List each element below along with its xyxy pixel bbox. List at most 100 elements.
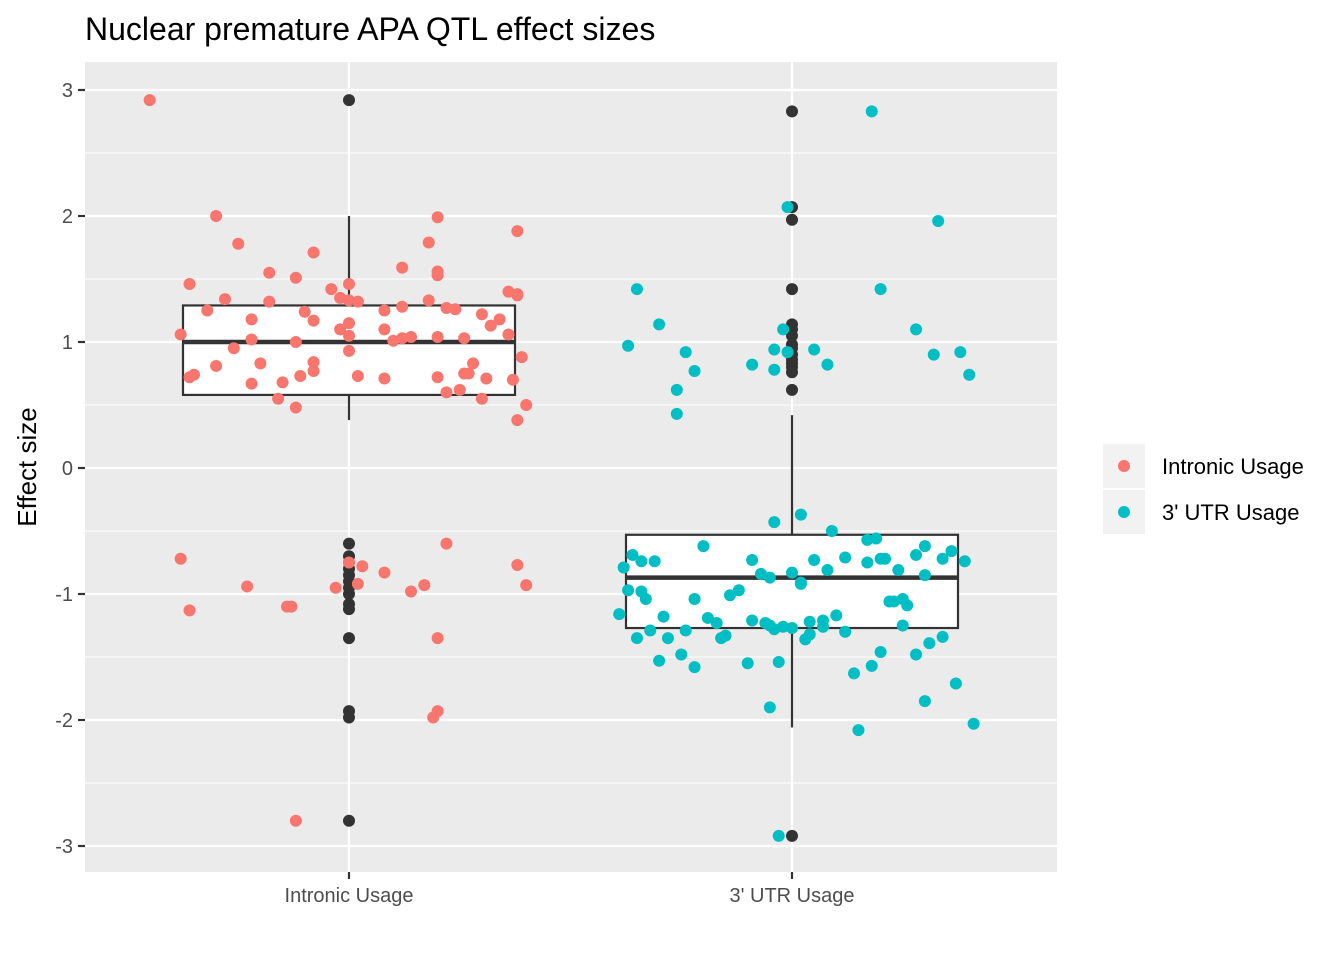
data-point xyxy=(768,343,781,356)
x-tick-label: 3' UTR Usage xyxy=(730,885,855,907)
data-point xyxy=(475,308,488,321)
y-axis: -3 -2 -1 0 1 2 3 xyxy=(55,80,85,858)
data-point xyxy=(232,237,245,250)
y-tick-label: -1 xyxy=(55,584,73,606)
data-point xyxy=(418,579,431,592)
data-point xyxy=(697,540,710,553)
data-point xyxy=(732,584,745,597)
data-point xyxy=(741,657,754,670)
data-point xyxy=(963,368,976,381)
data-point xyxy=(932,215,945,228)
data-point xyxy=(343,329,355,342)
data-point xyxy=(670,407,683,420)
data-point xyxy=(635,555,648,568)
data-point xyxy=(351,295,364,308)
data-point xyxy=(670,383,683,396)
data-point xyxy=(657,610,670,623)
data-point xyxy=(852,724,865,737)
y-tick-label: 2 xyxy=(62,206,73,228)
chart-title: Nuclear premature APA QTL effect sizes xyxy=(85,11,655,47)
data-point xyxy=(396,300,409,313)
box-outlier xyxy=(343,814,355,827)
data-point xyxy=(786,622,798,635)
data-point xyxy=(449,303,462,316)
data-point xyxy=(763,701,776,714)
data-point xyxy=(644,624,657,637)
minor-gridlines xyxy=(85,152,1057,784)
y-tick-label: -3 xyxy=(55,836,73,858)
data-point xyxy=(263,266,276,279)
x-tick-label: Intronic Usage xyxy=(285,885,414,907)
data-point xyxy=(630,283,643,296)
data-point xyxy=(768,363,781,376)
data-point xyxy=(511,414,524,427)
data-point xyxy=(210,210,223,222)
data-point xyxy=(405,585,418,598)
data-point xyxy=(431,371,444,384)
data-point xyxy=(183,278,196,291)
data-point xyxy=(396,332,409,345)
data-point xyxy=(661,632,674,645)
legend-marker xyxy=(1118,460,1130,472)
data-point xyxy=(967,717,980,730)
data-point xyxy=(861,556,874,569)
data-point xyxy=(422,236,435,249)
data-point xyxy=(865,105,878,118)
data-point xyxy=(688,593,701,606)
data-point xyxy=(378,566,391,579)
data-point xyxy=(794,508,807,521)
data-point xyxy=(781,346,794,359)
data-point xyxy=(918,540,931,553)
data-point xyxy=(746,358,759,371)
x-axis: Intronic Usage 3' UTR Usage xyxy=(285,872,855,907)
data-point xyxy=(440,386,453,399)
data-point xyxy=(817,620,830,633)
data-point xyxy=(431,330,444,343)
data-point xyxy=(630,632,643,645)
data-point xyxy=(639,593,652,606)
data-point xyxy=(848,667,861,680)
data-point xyxy=(772,829,785,842)
data-point xyxy=(719,629,732,642)
box-outlier xyxy=(343,537,355,550)
data-point xyxy=(839,625,852,638)
y-tick-label: -2 xyxy=(55,710,73,732)
data-point xyxy=(511,289,524,302)
data-point xyxy=(343,344,355,357)
data-point xyxy=(187,368,200,381)
data-point xyxy=(307,314,320,327)
data-point xyxy=(746,614,759,627)
data-point xyxy=(701,611,714,624)
box-outlier xyxy=(343,711,355,724)
data-point xyxy=(679,346,692,359)
data-point xyxy=(710,616,723,629)
data-point xyxy=(910,648,923,661)
data-point xyxy=(356,560,369,573)
box-outlier xyxy=(786,829,798,842)
data-point xyxy=(870,532,883,545)
data-point xyxy=(923,637,936,650)
box-outlier xyxy=(343,588,355,600)
data-point xyxy=(506,373,519,386)
data-point xyxy=(334,323,347,336)
data-point xyxy=(613,608,626,621)
data-point xyxy=(808,553,821,566)
box-outlier xyxy=(786,383,798,396)
data-point xyxy=(830,609,843,622)
data-point xyxy=(861,533,874,546)
data-point xyxy=(520,579,533,592)
data-point xyxy=(896,619,909,632)
data-point xyxy=(786,566,798,579)
jitter-points xyxy=(143,94,980,842)
data-point xyxy=(688,364,701,377)
data-point xyxy=(245,313,258,326)
data-point xyxy=(343,317,355,330)
data-point xyxy=(874,645,887,658)
data-point xyxy=(254,357,267,370)
data-point xyxy=(768,516,781,529)
box-outlier xyxy=(786,366,798,379)
data-point xyxy=(879,552,892,565)
data-point xyxy=(325,283,338,296)
data-point xyxy=(617,561,630,574)
